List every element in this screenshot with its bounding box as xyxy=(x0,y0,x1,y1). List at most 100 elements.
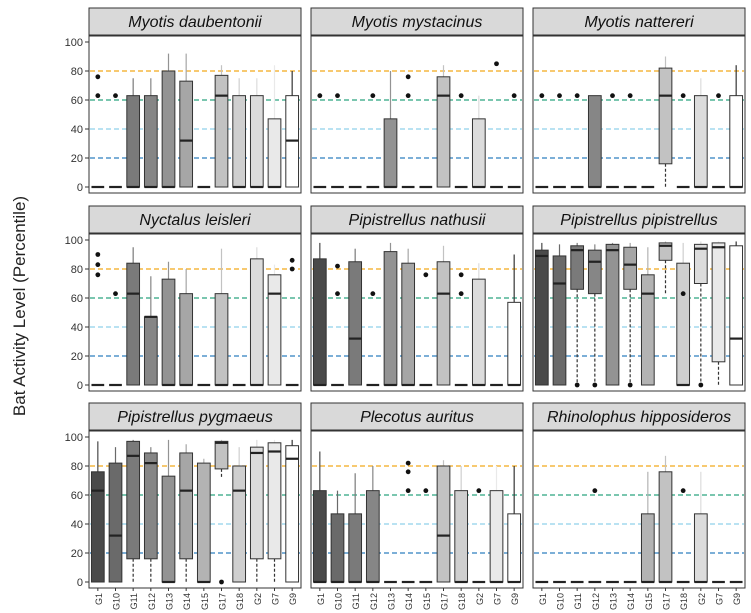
panel-strip xyxy=(88,402,302,431)
box-g17 xyxy=(436,245,451,386)
outlier-point xyxy=(335,93,340,99)
outlier-point xyxy=(557,93,562,99)
x-tick-label: G1 xyxy=(94,593,104,605)
box-g14 xyxy=(179,53,194,188)
panel-strip xyxy=(532,205,746,234)
box-g2 xyxy=(693,471,708,584)
box-iqr xyxy=(214,440,229,470)
box-iqr xyxy=(312,258,327,386)
box-iqr xyxy=(267,274,282,386)
outlier-point xyxy=(592,488,598,494)
box-g12 xyxy=(366,291,380,387)
box-g12 xyxy=(366,93,380,189)
box-g18 xyxy=(676,488,690,584)
box-iqr xyxy=(214,293,229,386)
panel: Pipistrellus pipistrellus xyxy=(532,205,746,392)
box-iqr xyxy=(143,316,158,386)
box-g7 xyxy=(712,93,725,189)
panel-title: Pipistrellus nathusii xyxy=(349,212,486,229)
box-g9 xyxy=(285,439,300,583)
y-tick-label: 0 xyxy=(77,380,83,392)
box-g13 xyxy=(161,53,176,189)
outlier-point xyxy=(716,93,721,99)
outlier-point xyxy=(458,93,464,99)
box-g10 xyxy=(552,244,567,386)
box-g2 xyxy=(249,78,264,189)
box-g11 xyxy=(570,93,584,189)
box-iqr xyxy=(401,262,416,386)
x-tick-label: G2 xyxy=(697,593,707,605)
x-tick-label: G13 xyxy=(609,593,619,610)
box-g10 xyxy=(109,291,122,387)
outlier-point xyxy=(405,74,411,80)
outlier-point xyxy=(289,257,295,263)
box-iqr xyxy=(90,471,105,583)
panel-plot-area xyxy=(532,35,746,194)
box-iqr xyxy=(126,262,141,386)
outlier-point xyxy=(95,272,101,278)
box-iqr xyxy=(108,462,123,583)
box-g7 xyxy=(267,439,282,582)
box-iqr xyxy=(214,74,229,188)
outlier-point xyxy=(539,93,545,99)
box-iqr xyxy=(471,118,486,188)
box-iqr xyxy=(267,442,282,560)
box-g15 xyxy=(419,488,433,584)
x-tick-label: G17 xyxy=(218,593,228,610)
x-tick-label: G1 xyxy=(538,593,548,605)
box-iqr xyxy=(161,70,176,188)
box-g9 xyxy=(285,257,299,387)
box-g10 xyxy=(330,490,345,584)
box-g7 xyxy=(267,264,282,386)
box-iqr xyxy=(267,118,282,188)
outlier-point xyxy=(423,272,429,278)
box-g18 xyxy=(676,93,690,189)
panel: Plecotus auritus G1 G10 G11 G12 G13 G14 G15 G17 G… xyxy=(310,402,524,610)
box-g7 xyxy=(489,466,504,584)
box-g17 xyxy=(658,455,673,584)
x-tick-label: G15 xyxy=(200,593,210,610)
box-g9 xyxy=(285,71,300,188)
panel-title: Myotis mystacinus xyxy=(352,14,483,31)
box-g11 xyxy=(570,242,585,388)
box-g15 xyxy=(640,247,655,386)
x-tick-label: G9 xyxy=(288,593,298,605)
y-tick-label: 20 xyxy=(71,351,83,363)
outlier-point xyxy=(405,488,411,494)
panel: Myotis daubentonii 0 20 40 60 80 100 xyxy=(65,7,302,194)
panel-plot-area xyxy=(532,233,746,392)
y-tick-label: 40 xyxy=(71,322,83,334)
outlier-point xyxy=(627,382,633,388)
box-g10 xyxy=(331,263,344,387)
panel-title: Pipistrellus pipistrellus xyxy=(560,212,717,229)
box-g9 xyxy=(507,93,521,189)
outlier-point xyxy=(592,382,598,388)
box-g1 xyxy=(312,451,327,584)
box-iqr xyxy=(587,249,602,295)
box-iqr xyxy=(179,452,194,560)
box-iqr xyxy=(534,249,549,386)
box-g2 xyxy=(249,247,264,387)
box-iqr xyxy=(365,490,380,583)
box-g14 xyxy=(179,444,194,582)
x-tick-label: G11 xyxy=(573,593,583,609)
box-g2 xyxy=(693,241,708,388)
box-iqr xyxy=(383,251,398,386)
outlier-point xyxy=(113,291,118,297)
box-iqr xyxy=(348,513,363,583)
box-iqr xyxy=(640,513,655,583)
panel-plot-area xyxy=(88,35,302,194)
outlier-point xyxy=(113,93,118,99)
box-iqr xyxy=(161,278,176,386)
box-iqr xyxy=(196,462,211,583)
panel-plot-area xyxy=(88,233,302,392)
box-iqr xyxy=(658,471,673,583)
box-g10 xyxy=(331,93,344,189)
outlier-point xyxy=(574,382,580,388)
box-g9 xyxy=(507,466,522,584)
outlier-point xyxy=(95,74,101,80)
box-g7 xyxy=(267,65,282,189)
y-tick-label: 80 xyxy=(71,461,83,473)
box-g9 xyxy=(729,65,744,189)
box-g14 xyxy=(401,248,416,387)
